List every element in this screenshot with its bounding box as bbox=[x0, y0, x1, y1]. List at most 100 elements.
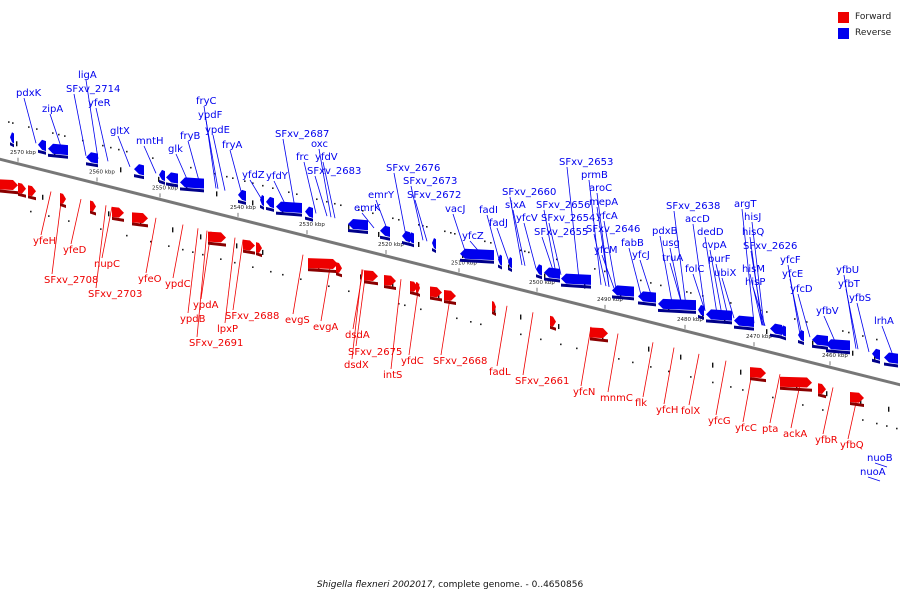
gene-label-acka: ackA bbox=[783, 429, 807, 440]
gene-label-yfcz: yfcZ bbox=[462, 231, 484, 242]
track-dot bbox=[712, 381, 714, 384]
scale-tick-label: 2500 kbp bbox=[529, 280, 555, 286]
reverse-gene bbox=[260, 194, 264, 210]
scale-tick-label: 2470 kbp bbox=[746, 334, 772, 340]
forward-gene bbox=[112, 206, 124, 222]
legend-reverse-label: Reverse bbox=[855, 28, 892, 38]
gene-label-sfxv-2708: SFxv_2708 bbox=[44, 275, 98, 286]
label-leader bbox=[95, 107, 109, 162]
reverse-gene bbox=[561, 273, 591, 289]
forward-gene bbox=[336, 262, 342, 278]
feature-tick bbox=[702, 313, 704, 319]
gene-label-fadl: fadL bbox=[489, 367, 511, 378]
feature-tick bbox=[508, 264, 510, 270]
label-leader bbox=[351, 269, 363, 360]
gene-label-folc: folC bbox=[685, 264, 704, 275]
track-dot bbox=[392, 217, 394, 220]
reverse-gene bbox=[734, 315, 754, 331]
track-dot bbox=[262, 184, 264, 187]
track-dot bbox=[576, 347, 578, 350]
label-leader bbox=[273, 180, 287, 207]
track-dot bbox=[876, 422, 878, 425]
track-dot bbox=[358, 208, 360, 211]
gene-label-accd: accD bbox=[685, 214, 710, 225]
feature-tick bbox=[852, 350, 854, 356]
gene-label-yfce: yfcE bbox=[782, 269, 803, 280]
reverse-gene bbox=[706, 309, 732, 325]
track-dot bbox=[690, 292, 692, 294]
gene-label-emry: emrY bbox=[368, 190, 395, 201]
track-dot bbox=[8, 121, 10, 123]
label-leader bbox=[23, 97, 37, 144]
track-dot bbox=[556, 258, 558, 261]
track-dot bbox=[64, 135, 66, 137]
track-dot bbox=[214, 172, 216, 175]
track-dot bbox=[28, 126, 30, 128]
label-leader bbox=[486, 214, 500, 260]
scale-tick-label: 2520 kbp bbox=[378, 242, 404, 248]
gene-label-cvpa: cvpA bbox=[702, 240, 727, 251]
feature-tick bbox=[108, 211, 110, 217]
label-leader bbox=[543, 209, 557, 274]
track-dot bbox=[252, 266, 254, 268]
label-leader bbox=[496, 305, 508, 367]
track-dot bbox=[126, 150, 128, 153]
gene-label-yfcv: yfcV bbox=[516, 213, 538, 224]
label-leader bbox=[669, 262, 683, 306]
track-dot bbox=[202, 253, 204, 256]
label-leader bbox=[704, 236, 718, 314]
gene-label-ubix: ubiX bbox=[714, 268, 736, 279]
track-dot bbox=[668, 370, 670, 373]
label-leader bbox=[303, 161, 317, 214]
forward-gene bbox=[243, 239, 255, 255]
label-leader bbox=[593, 233, 607, 287]
track-dot bbox=[594, 268, 596, 270]
track-dot bbox=[524, 250, 526, 253]
track-dot bbox=[348, 290, 350, 293]
gene-label-fadi: fadI bbox=[479, 205, 498, 216]
gene-label-lrha: lrhA bbox=[874, 316, 894, 327]
track-dot bbox=[862, 419, 864, 421]
gene-label-emrk: emrK bbox=[354, 203, 381, 214]
track-dot bbox=[398, 218, 400, 221]
gene-label-sfxv-2646: SFxv_2646 bbox=[586, 224, 640, 235]
gene-label-sfxv-2688: SFxv_2688 bbox=[225, 311, 279, 322]
label-leader bbox=[787, 264, 801, 335]
track-dot bbox=[520, 333, 522, 336]
track-dot bbox=[272, 187, 274, 190]
scale-tick-label: 2550 kbp bbox=[152, 185, 178, 191]
reverse-gene bbox=[544, 267, 560, 283]
label-leader bbox=[741, 208, 755, 324]
label-leader bbox=[352, 269, 364, 330]
track-dot bbox=[168, 245, 170, 247]
label-leader bbox=[292, 254, 304, 315]
track-dot bbox=[12, 122, 14, 124]
reverse-gene bbox=[798, 329, 804, 345]
gene-label-yfcf: yfcF bbox=[780, 255, 801, 266]
feature-tick bbox=[648, 346, 650, 352]
gene-label-yfdy: yfdY bbox=[266, 171, 289, 182]
track-dot bbox=[52, 132, 54, 134]
reverse-gene bbox=[238, 189, 246, 205]
legend-item-forward: Forward bbox=[838, 9, 891, 25]
track-dot bbox=[444, 230, 446, 233]
feature-tick bbox=[378, 231, 380, 237]
caption-organism: Shigella flexneri 2002017 bbox=[316, 580, 433, 590]
scale-ticks: 2570 kbp 2560 kbp 2550 kbp 2540 kbp 2530 kbp… bbox=[10, 150, 848, 366]
label-leader bbox=[566, 166, 580, 280]
track-dot bbox=[244, 180, 246, 182]
gene-label-vacj: vacJ bbox=[445, 204, 466, 215]
gene-label-yfeh: yfeH bbox=[33, 236, 56, 247]
track-dot bbox=[528, 251, 530, 254]
track-dot bbox=[288, 191, 290, 194]
gene-label-dsdx: dsdX bbox=[344, 360, 369, 371]
reverse-gene bbox=[658, 298, 696, 314]
feature-tick bbox=[826, 391, 828, 397]
reverse-swatch bbox=[838, 27, 849, 39]
forward-gene bbox=[90, 200, 96, 216]
feature-tick bbox=[200, 234, 202, 240]
feature-tick bbox=[252, 200, 254, 206]
label-leader bbox=[523, 222, 537, 269]
gene-label-yfch: yfcH bbox=[656, 405, 678, 416]
